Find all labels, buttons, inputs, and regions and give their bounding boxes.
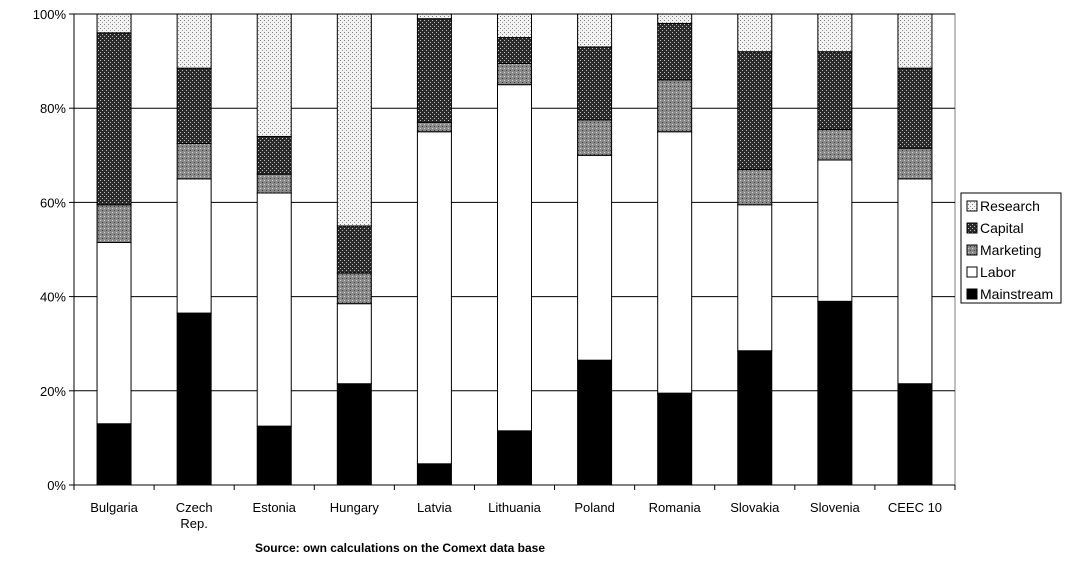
source-caption: Source: own calculations on the Comext d… — [254, 541, 546, 555]
bar-segment-capital — [256, 135, 292, 175]
legend-label-capital: Capital — [980, 220, 1024, 236]
legend-swatch-marketing — [966, 244, 978, 256]
bar-segment-mainstream — [96, 423, 132, 486]
x-tick-label: Slovakia — [730, 500, 780, 515]
legend-swatch-research — [966, 200, 978, 212]
legend-swatch-labor — [966, 266, 978, 278]
bar-segment-research — [416, 13, 452, 20]
bar-segment-labor — [176, 178, 212, 314]
x-tick-label: Czech Rep. — [176, 500, 213, 531]
bar-segment-capital — [336, 225, 372, 274]
bar-segment-capital — [657, 22, 693, 81]
bar-segment-mainstream — [497, 430, 532, 486]
bar-segment-research — [96, 13, 132, 34]
x-tick-label: Slovenia — [810, 500, 861, 515]
bar-segment-capital — [897, 67, 933, 149]
bar-segment-marketing — [497, 62, 532, 86]
bar-segment-marketing — [657, 79, 693, 133]
y-tick-label: 20% — [40, 384, 66, 399]
y-tick-label: 80% — [40, 101, 66, 116]
bar-segment-labor — [577, 154, 613, 361]
legend-label-research: Research — [980, 198, 1040, 214]
y-tick-label: 100% — [33, 7, 67, 22]
bar-segment-mainstream — [657, 392, 693, 486]
bar-segment-mainstream — [737, 350, 773, 486]
bar-segment-marketing — [737, 168, 773, 206]
legend-box — [960, 192, 1062, 304]
x-tick-label: Estonia — [253, 500, 297, 515]
legend-swatch-mainstream — [966, 288, 978, 300]
bar-segment-marketing — [256, 173, 292, 194]
bar-segment-marketing — [176, 143, 212, 180]
bar-segment-marketing — [416, 121, 452, 133]
bar-segment-labor — [416, 131, 452, 465]
bar-segment-labor — [817, 159, 853, 302]
bar-segment-marketing — [897, 147, 933, 180]
bar-segment-capital — [737, 51, 773, 170]
y-tick-label: 0% — [47, 478, 66, 493]
bar-segment-capital — [497, 37, 532, 64]
bar-segment-research — [817, 13, 853, 53]
bar-segment-research — [577, 13, 613, 48]
bar-segment-capital — [176, 67, 212, 145]
bar-segment-marketing — [96, 204, 132, 243]
bar-segment-research — [897, 13, 933, 69]
bar-segment-research — [336, 13, 372, 227]
legend-label-mainstream: Mainstream — [980, 286, 1053, 302]
bar-segment-labor — [497, 84, 532, 432]
x-tick-label: CEEC 10 — [888, 500, 942, 515]
bar-segment-marketing — [817, 128, 853, 161]
legend: Research Capital Marketing Labor Mainstream — [960, 192, 1062, 304]
legend-label-marketing: Marketing — [980, 242, 1041, 258]
x-tick-label: Latvia — [417, 500, 452, 515]
bar-segment-capital — [817, 51, 853, 130]
bar-segment-mainstream — [176, 312, 212, 486]
y-tick-label: 40% — [40, 290, 66, 305]
bar-segment-research — [657, 13, 693, 24]
y-tick-label: 60% — [40, 195, 66, 210]
bar-segment-labor — [897, 178, 933, 385]
bar-segment-research — [176, 13, 212, 69]
bar-segment-mainstream — [817, 300, 853, 486]
x-tick-label: Bulgaria — [90, 500, 138, 515]
x-tick-label: Lithuania — [488, 500, 542, 515]
bar-segment-mainstream — [416, 463, 452, 486]
bar-segment-mainstream — [577, 359, 613, 486]
bar-segment-research — [737, 13, 773, 53]
bar-segment-labor — [657, 131, 693, 394]
legend-label-labor: Labor — [980, 264, 1016, 280]
x-tick-label: Romania — [649, 500, 702, 515]
bar-segment-research — [256, 13, 292, 137]
bar-segment-research — [497, 13, 532, 39]
bar-segment-labor — [336, 303, 372, 385]
x-tick-label: Hungary — [330, 500, 380, 515]
bar-segment-mainstream — [336, 383, 372, 486]
bars — [96, 13, 933, 486]
bar-segment-labor — [737, 204, 773, 352]
x-tick-label: Poland — [574, 500, 614, 515]
bar-segment-marketing — [577, 119, 613, 156]
bar-segment-capital — [416, 18, 452, 123]
bar-segment-labor — [256, 192, 292, 427]
axes: 0% 20% 40% 60% 80% 100% Bulgaria Czech Rep. Eston… — [33, 7, 956, 531]
bar-segment-labor — [96, 241, 132, 425]
bar-segment-mainstream — [897, 383, 933, 486]
bar-segment-capital — [96, 32, 132, 206]
legend-swatch-capital — [966, 222, 978, 234]
bar-segment-marketing — [336, 272, 372, 305]
bar-segment-capital — [577, 46, 613, 121]
bar-segment-mainstream — [256, 425, 292, 486]
